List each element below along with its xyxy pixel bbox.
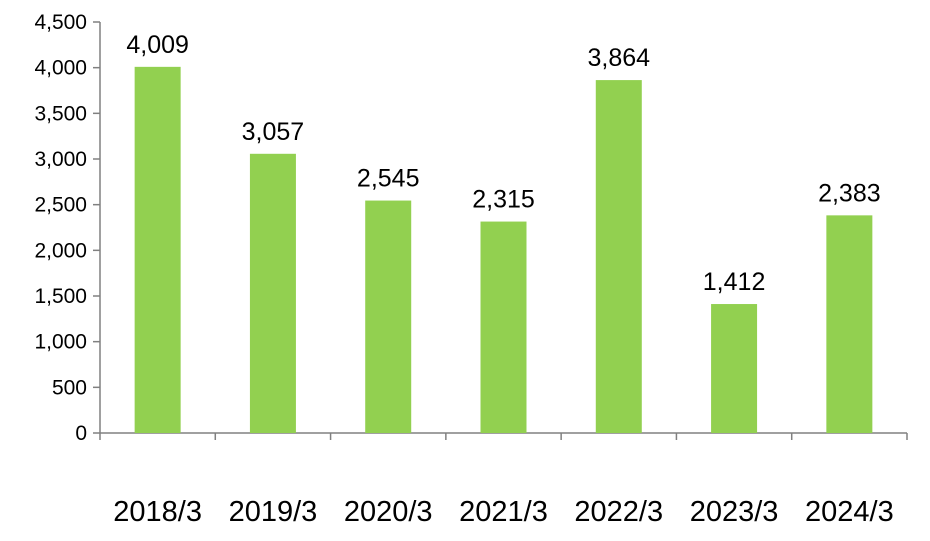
x-category-label: 2022/3	[574, 496, 663, 528]
bar	[595, 80, 642, 433]
y-axis: 0 500 1,000 1,500 2,000 2,500 3,000 3,500 4,000 4…	[34, 11, 101, 445]
data-label: 2,383	[818, 179, 881, 207]
data-label: 1,412	[703, 268, 766, 296]
x-category-label: 2024/3	[805, 496, 894, 528]
y-tick-label: 4,000	[34, 57, 87, 80]
data-label: 3,057	[242, 118, 305, 146]
bar	[134, 66, 181, 433]
y-tick-label: 4,500	[34, 11, 87, 34]
data-labels: 4,009 3,057 2,545 2,315 3,864 1,412 2,383	[126, 31, 880, 296]
y-tick-label: 2,500	[34, 194, 87, 217]
data-label: 2,545	[357, 165, 420, 193]
y-tick-label: 1,000	[34, 331, 87, 354]
y-tick-label: 3,000	[34, 148, 87, 171]
bar	[826, 215, 873, 433]
x-axis: 2018/3 2019/3 2020/3 2021/3 2022/3 2023/3 2024…	[99, 432, 908, 528]
data-label: 3,864	[588, 44, 651, 72]
bar	[365, 200, 412, 433]
y-tick-label: 1,500	[34, 285, 87, 308]
y-tick-label: 0	[75, 422, 87, 445]
bars	[134, 66, 873, 433]
x-category-label: 2019/3	[229, 496, 318, 528]
data-label: 2,315	[472, 186, 535, 214]
x-category-label: 2018/3	[113, 496, 202, 528]
bar	[480, 221, 527, 433]
y-tick-label: 3,500	[34, 102, 87, 125]
bar	[711, 304, 758, 433]
data-label: 4,009	[126, 31, 189, 59]
x-category-label: 2023/3	[690, 496, 779, 528]
bar	[249, 153, 296, 433]
y-tick-label: 500	[52, 376, 87, 399]
x-category-label: 2021/3	[459, 496, 548, 528]
y-tick-label: 2,000	[34, 239, 87, 262]
x-category-label: 2020/3	[344, 496, 433, 528]
